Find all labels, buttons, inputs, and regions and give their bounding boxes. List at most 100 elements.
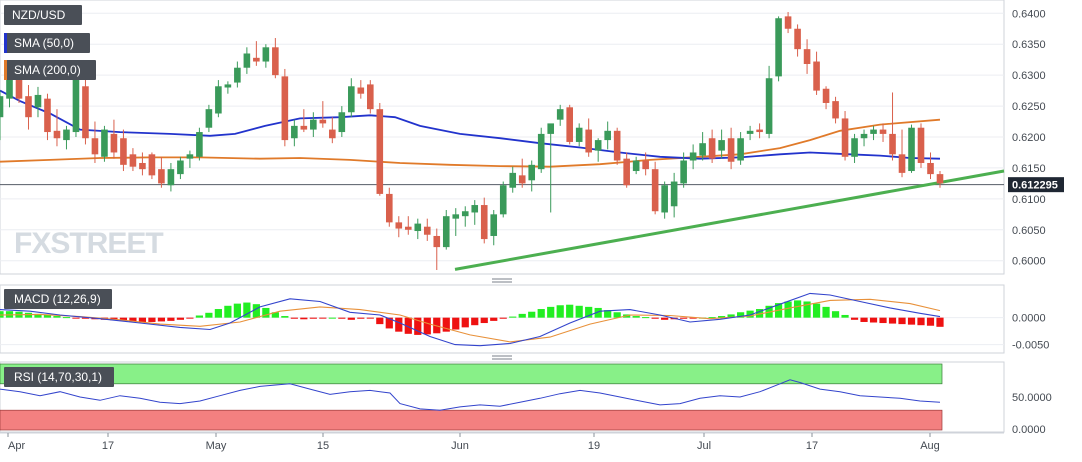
resize-handle-rsi[interactable] xyxy=(492,355,512,360)
candle[interactable] xyxy=(329,117,336,144)
candle[interactable] xyxy=(518,158,526,188)
candle[interactable] xyxy=(499,181,507,218)
legend-symbol[interactable]: NZD/USD xyxy=(4,5,82,25)
candle[interactable] xyxy=(832,96,839,124)
candle[interactable] xyxy=(471,200,479,225)
candle[interactable] xyxy=(452,208,460,236)
candle[interactable] xyxy=(889,92,896,161)
candle[interactable] xyxy=(623,152,630,188)
candle[interactable] xyxy=(803,39,811,74)
candle[interactable] xyxy=(253,41,260,66)
candle[interactable] xyxy=(699,132,706,161)
candle[interactable] xyxy=(727,127,735,170)
candle[interactable] xyxy=(120,129,127,172)
candle[interactable] xyxy=(879,123,887,142)
candle[interactable] xyxy=(414,218,422,240)
candle[interactable] xyxy=(822,86,830,110)
candle[interactable] xyxy=(404,216,412,235)
resize-handle-macd[interactable] xyxy=(492,278,512,283)
candle[interactable] xyxy=(537,127,545,173)
candle[interactable] xyxy=(224,81,232,94)
candle[interactable] xyxy=(936,171,944,188)
candle[interactable] xyxy=(746,125,754,141)
candle[interactable] xyxy=(632,156,640,175)
candle[interactable] xyxy=(177,156,184,180)
candle[interactable] xyxy=(129,148,137,172)
candle[interactable] xyxy=(898,129,906,178)
candle[interactable] xyxy=(139,152,146,176)
candle[interactable] xyxy=(870,125,877,141)
candle[interactable] xyxy=(594,138,602,162)
candle[interactable] xyxy=(243,47,251,74)
candle[interactable] xyxy=(794,24,801,57)
candle[interactable] xyxy=(604,121,611,150)
legend-sma200[interactable]: SMA (200,0) xyxy=(4,60,96,80)
candle[interactable] xyxy=(25,85,32,130)
candle[interactable] xyxy=(556,104,564,126)
candle[interactable] xyxy=(813,51,820,95)
candle[interactable] xyxy=(262,44,270,68)
candle[interactable] xyxy=(651,161,659,215)
candle[interactable] xyxy=(63,125,70,150)
candle[interactable] xyxy=(196,127,203,161)
candle[interactable] xyxy=(670,172,678,218)
candle[interactable] xyxy=(357,80,365,99)
candle[interactable] xyxy=(689,144,697,170)
candle[interactable] xyxy=(319,101,327,128)
candle[interactable] xyxy=(585,118,592,157)
candle[interactable] xyxy=(661,181,668,219)
candle[interactable] xyxy=(395,216,403,238)
candle[interactable] xyxy=(205,104,213,133)
candle[interactable] xyxy=(385,187,393,227)
candle[interactable] xyxy=(291,119,298,147)
candle[interactable] xyxy=(376,102,384,196)
candle[interactable] xyxy=(547,123,555,213)
candle[interactable] xyxy=(300,109,308,133)
candle[interactable] xyxy=(575,123,583,147)
candle[interactable] xyxy=(917,123,925,168)
candle[interactable] xyxy=(91,121,99,163)
candle[interactable] xyxy=(234,61,241,88)
candle[interactable] xyxy=(44,93,51,141)
candle[interactable] xyxy=(480,197,488,244)
candle[interactable] xyxy=(461,206,469,227)
candle[interactable] xyxy=(756,123,763,139)
candle[interactable] xyxy=(528,160,536,192)
candle[interactable] xyxy=(158,156,165,188)
legend-sma50[interactable]: SMA (50,0) xyxy=(4,33,90,53)
candle[interactable] xyxy=(765,65,773,139)
candle[interactable] xyxy=(110,119,118,159)
candle[interactable] xyxy=(53,109,61,147)
candle[interactable] xyxy=(272,38,279,79)
candle[interactable] xyxy=(338,106,346,137)
candle[interactable] xyxy=(490,209,498,246)
candle[interactable] xyxy=(72,68,80,137)
candle[interactable] xyxy=(908,124,915,173)
candle[interactable] xyxy=(82,73,89,145)
legend-rsi[interactable]: RSI (14,70,30,1) xyxy=(4,367,114,387)
candle[interactable] xyxy=(927,152,934,180)
candle[interactable] xyxy=(186,150,194,168)
candle[interactable] xyxy=(613,127,621,165)
candle[interactable] xyxy=(348,78,355,118)
candle[interactable] xyxy=(718,129,725,159)
candle[interactable] xyxy=(148,152,156,180)
candle[interactable] xyxy=(423,218,431,241)
candle[interactable] xyxy=(642,152,649,176)
candle[interactable] xyxy=(851,133,858,163)
candle[interactable] xyxy=(509,166,517,193)
candle[interactable] xyxy=(34,86,42,118)
candle[interactable] xyxy=(0,90,4,141)
candle[interactable] xyxy=(281,68,289,147)
candlesticks[interactable] xyxy=(0,12,944,270)
candle[interactable] xyxy=(860,129,868,147)
candle[interactable] xyxy=(566,104,573,145)
candle[interactable] xyxy=(708,129,716,163)
legend-macd[interactable]: MACD (12,26,9) xyxy=(4,289,112,309)
candle[interactable] xyxy=(775,16,782,82)
candle[interactable] xyxy=(442,209,450,250)
candle[interactable] xyxy=(784,12,792,34)
candle[interactable] xyxy=(841,111,849,161)
candle[interactable] xyxy=(433,228,441,270)
